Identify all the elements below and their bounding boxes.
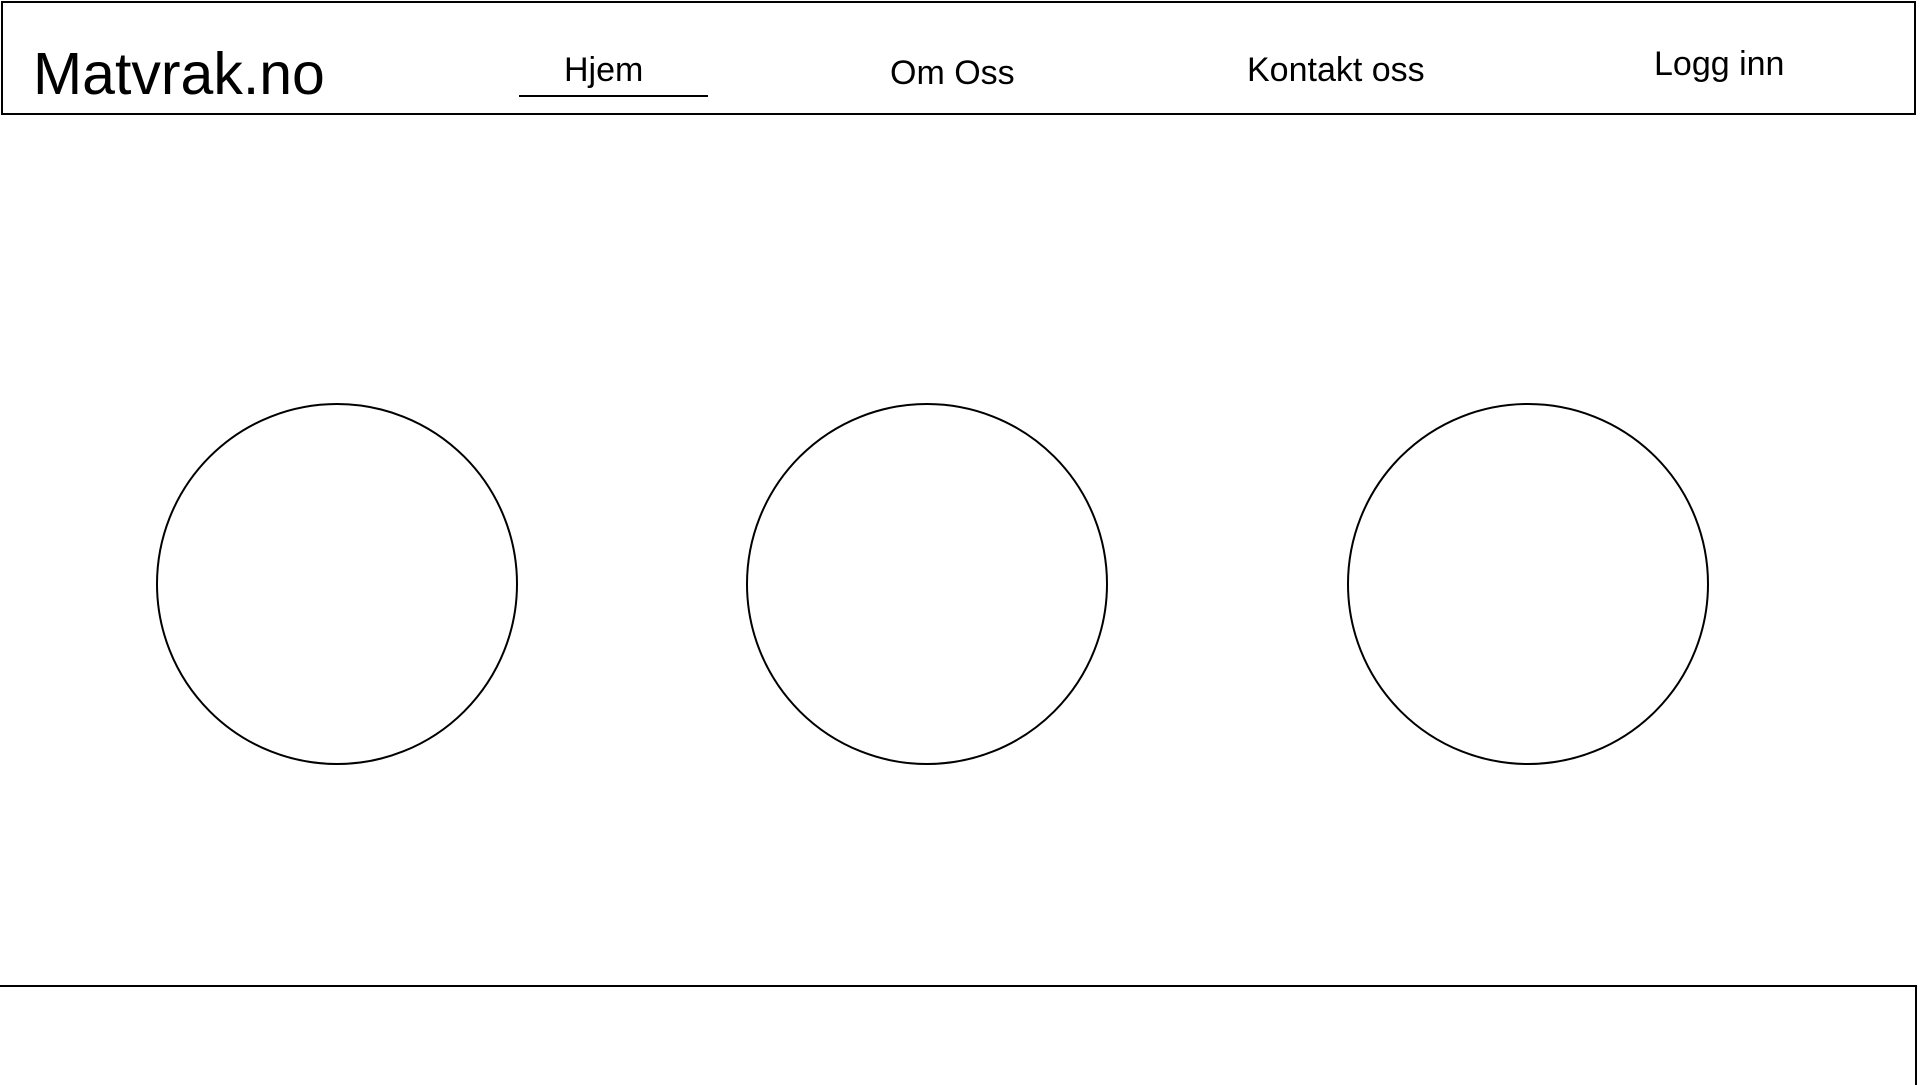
circle-placeholder-3 — [1347, 403, 1709, 765]
nav-item-contact[interactable]: Kontakt oss — [1247, 53, 1425, 87]
nav-item-home[interactable]: Hjem — [564, 53, 643, 87]
active-nav-underline — [519, 95, 708, 97]
circle-placeholder-2 — [746, 403, 1108, 765]
circle-placeholder-1 — [156, 403, 518, 765]
site-logo[interactable]: Matvrak.no — [33, 45, 325, 104]
nav-item-login[interactable]: Logg inn — [1654, 47, 1784, 81]
nav-item-about[interactable]: Om Oss — [890, 56, 1015, 90]
site-header: Matvrak.no Hjem Om Oss Kontakt oss Logg … — [1, 1, 1916, 115]
site-footer — [0, 985, 1917, 1085]
